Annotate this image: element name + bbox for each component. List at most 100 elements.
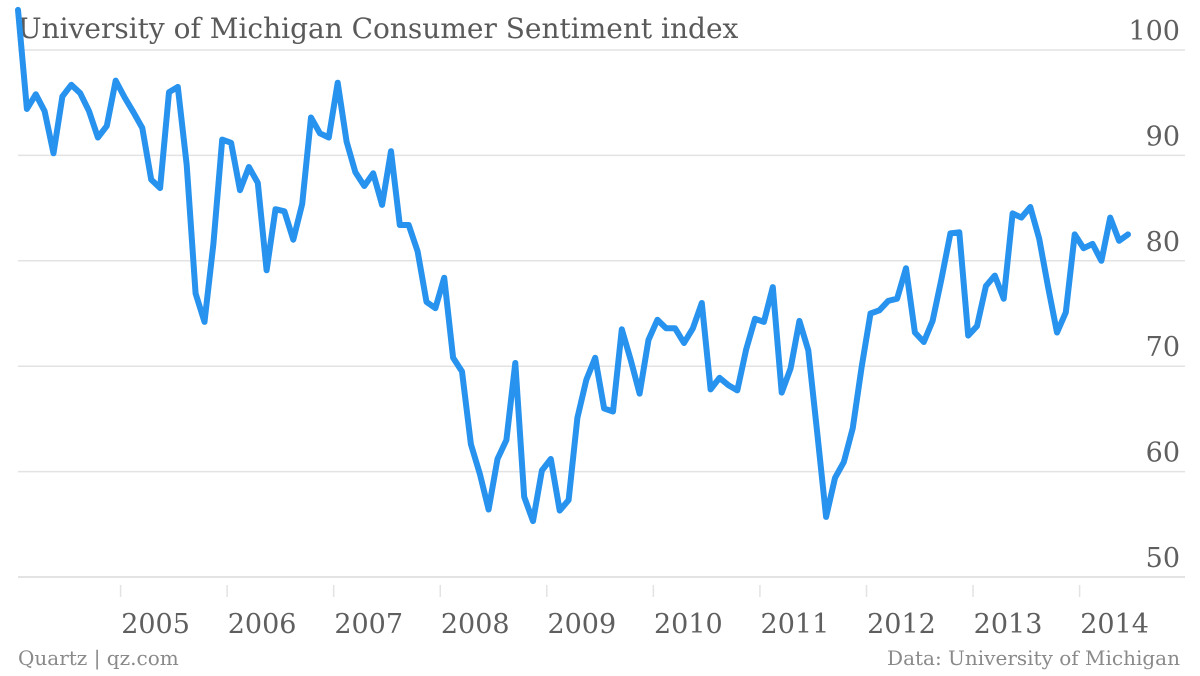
data-point bbox=[879, 310, 880, 311]
data-point bbox=[843, 462, 844, 463]
data-point bbox=[559, 510, 560, 511]
data-point bbox=[195, 293, 196, 294]
series-layer bbox=[15, 6, 1131, 525]
data-point bbox=[62, 96, 63, 97]
data-point bbox=[1074, 234, 1075, 235]
source-credit: Quartz | qz.com bbox=[18, 646, 179, 670]
data-point bbox=[408, 225, 409, 226]
data-point bbox=[932, 320, 933, 321]
y-tick-label: 90 bbox=[1146, 121, 1180, 152]
data-point bbox=[1101, 260, 1102, 261]
x-tick-label: 2013 bbox=[974, 609, 1043, 640]
data-point bbox=[373, 173, 374, 174]
data-point bbox=[923, 342, 924, 343]
data-point bbox=[861, 367, 862, 368]
data-point bbox=[18, 9, 19, 10]
data-point bbox=[426, 301, 427, 302]
data-point bbox=[346, 141, 347, 142]
data-point bbox=[142, 128, 143, 129]
data-point bbox=[89, 111, 90, 112]
data-point bbox=[568, 500, 569, 501]
data-point bbox=[302, 203, 303, 204]
data-point bbox=[550, 459, 551, 460]
data-point bbox=[391, 151, 392, 152]
data-point bbox=[941, 278, 942, 279]
chart-title: University of Michigan Consumer Sentimen… bbox=[18, 12, 739, 45]
data-point bbox=[870, 313, 871, 314]
data-point bbox=[533, 521, 534, 522]
data-point bbox=[26, 109, 27, 110]
x-tick-label: 2008 bbox=[441, 609, 510, 640]
x-tick-label: 2010 bbox=[654, 609, 723, 640]
data-point bbox=[799, 320, 800, 321]
data-point bbox=[417, 251, 418, 252]
x-tick-label: 2009 bbox=[547, 609, 616, 640]
y-axis-ticks: 100 90 80 70 60 50 bbox=[1128, 16, 1180, 574]
data-point bbox=[595, 357, 596, 358]
data-point bbox=[630, 359, 631, 360]
data-point bbox=[755, 318, 756, 319]
data-point bbox=[106, 125, 107, 126]
data-point bbox=[835, 477, 836, 478]
data-point bbox=[151, 179, 152, 180]
data-point bbox=[80, 93, 81, 94]
data-point bbox=[541, 470, 542, 471]
data-point bbox=[462, 371, 463, 372]
data-point bbox=[897, 298, 898, 299]
data-point bbox=[275, 209, 276, 210]
x-tick-label: 2012 bbox=[867, 609, 936, 640]
data-point bbox=[906, 268, 907, 269]
data-point bbox=[950, 233, 951, 234]
data-point bbox=[488, 509, 489, 510]
data-point bbox=[852, 428, 853, 429]
data-point bbox=[319, 133, 320, 134]
data-point bbox=[1057, 332, 1058, 333]
data-point bbox=[985, 286, 986, 287]
data-point bbox=[248, 167, 249, 168]
data-point bbox=[1048, 287, 1049, 288]
data-point bbox=[382, 204, 383, 205]
data-source: Data: University of Michigan bbox=[887, 646, 1180, 670]
data-point bbox=[1003, 298, 1004, 299]
data-point bbox=[977, 326, 978, 327]
data-point bbox=[710, 389, 711, 390]
data-point bbox=[1110, 217, 1111, 218]
data-point bbox=[763, 321, 764, 322]
data-point bbox=[35, 94, 36, 95]
data-point bbox=[737, 390, 738, 391]
data-point bbox=[1021, 217, 1022, 218]
data-point bbox=[1065, 312, 1066, 313]
x-tick-label: 2007 bbox=[334, 609, 403, 640]
data-point bbox=[257, 182, 258, 183]
data-point bbox=[444, 277, 445, 278]
data-point bbox=[684, 343, 685, 344]
y-tick-label: 60 bbox=[1146, 438, 1180, 469]
data-point bbox=[364, 186, 365, 187]
data-point bbox=[719, 377, 720, 378]
data-point bbox=[524, 496, 525, 497]
data-point bbox=[817, 432, 818, 433]
data-point bbox=[231, 142, 232, 143]
data-point bbox=[222, 139, 223, 140]
data-point bbox=[44, 111, 45, 112]
data-point bbox=[968, 335, 969, 336]
data-point bbox=[648, 339, 649, 340]
data-point bbox=[213, 243, 214, 244]
x-tick-label: 2011 bbox=[761, 609, 830, 640]
data-point bbox=[169, 92, 170, 93]
data-point bbox=[1083, 248, 1084, 249]
data-point bbox=[1128, 234, 1129, 235]
data-point bbox=[621, 329, 622, 330]
data-point bbox=[293, 239, 294, 240]
data-point bbox=[284, 211, 285, 212]
x-tick-label: 2014 bbox=[1080, 609, 1149, 640]
data-point bbox=[97, 137, 98, 138]
data-point bbox=[328, 137, 329, 138]
data-point bbox=[914, 332, 915, 333]
data-point bbox=[399, 225, 400, 226]
data-point bbox=[746, 349, 747, 350]
data-point bbox=[1039, 238, 1040, 239]
data-point bbox=[435, 308, 436, 309]
data-point bbox=[124, 97, 125, 98]
